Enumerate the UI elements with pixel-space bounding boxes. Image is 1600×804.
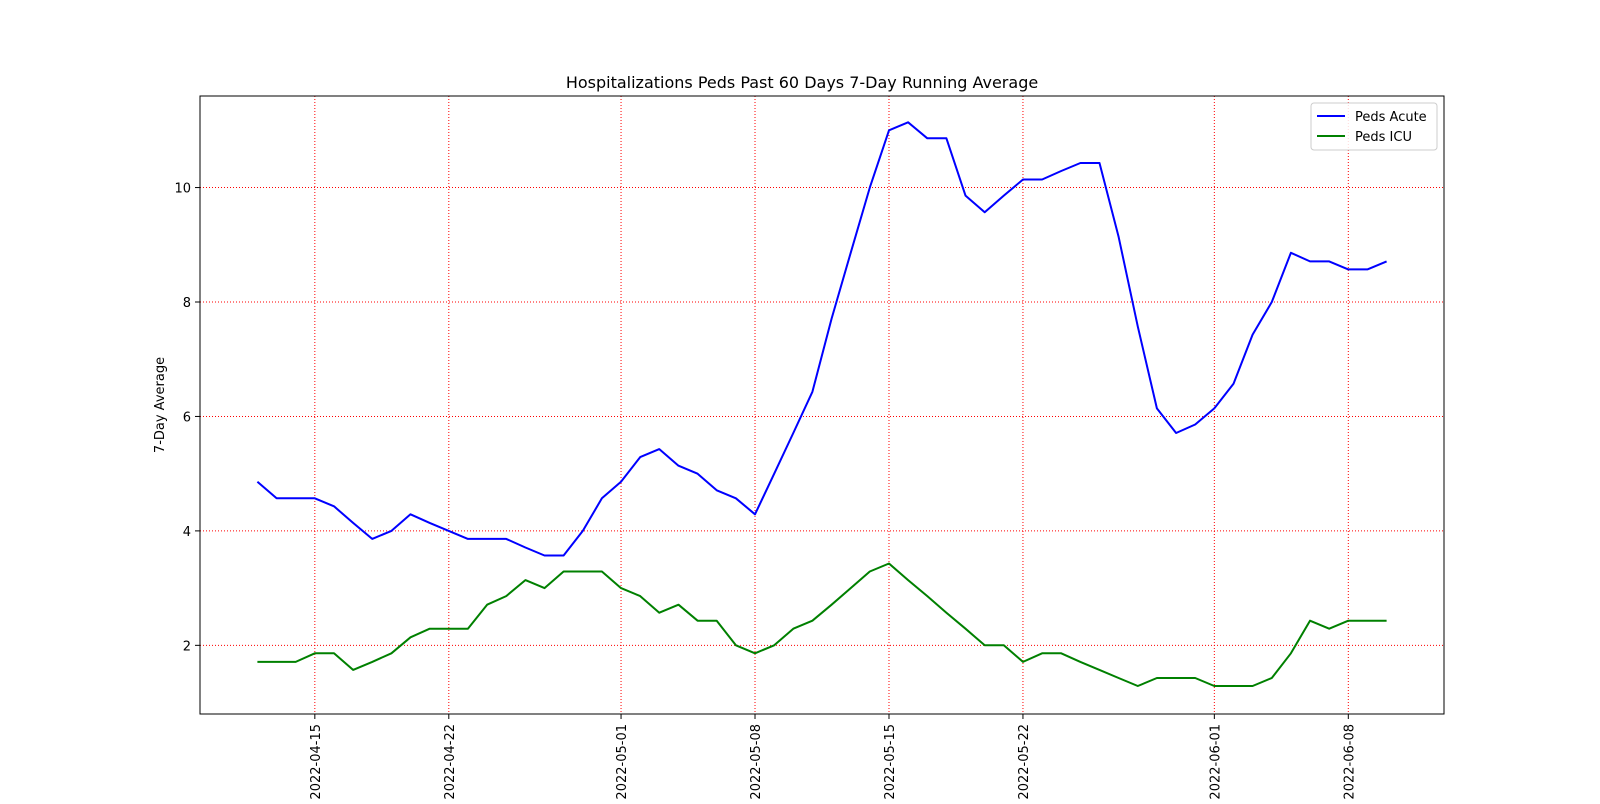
legend-box (1310, 102, 1438, 151)
y-tick-label: 8 (183, 296, 191, 311)
y-tick-label: 4 (183, 525, 191, 540)
x-tick-label: 2022-06-08 (1342, 724, 1357, 800)
plot-area-frame (199, 95, 1445, 715)
x-tick-label: 2022-05-08 (749, 724, 764, 800)
legend-label: Peds Acute (1355, 110, 1427, 125)
series-line-peds-acute (256, 121, 1387, 557)
x-tick-label: 2022-05-15 (883, 724, 898, 800)
y-tick-label: 2 (183, 639, 191, 654)
series-lines (256, 121, 1387, 687)
chart-title: Hospitalizations Peds Past 60 Days 7-Day… (566, 73, 1038, 92)
legend: Peds Acute Peds ICU (1310, 102, 1438, 151)
series-line-peds-icu (257, 562, 1387, 687)
x-tick-label: 2022-04-15 (309, 724, 324, 800)
grid (200, 96, 1444, 714)
y-tick-label: 10 (174, 182, 191, 197)
y-tick-label: 6 (183, 410, 191, 425)
x-tick-label: 2022-05-22 (1017, 724, 1032, 800)
y-axis-label: 7-Day Average (153, 357, 168, 453)
x-tick-label: 2022-04-22 (443, 724, 458, 800)
x-tick-label: 2022-05-01 (615, 724, 630, 800)
x-tick-label: 2022-06-01 (1208, 724, 1223, 800)
legend-label: Peds ICU (1355, 130, 1412, 145)
axis-ticks: 2022-04-15 2022-04-22 2022-05-01 2022-05-08… (174, 182, 1357, 800)
